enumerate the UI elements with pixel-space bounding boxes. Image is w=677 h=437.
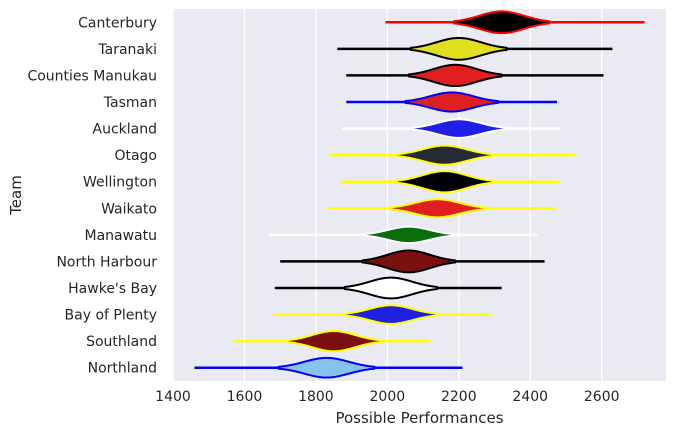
violin-tasman	[346, 91, 558, 113]
y-tick-label: Counties Manukau	[27, 68, 157, 84]
y-tick-label: Waikato	[101, 201, 157, 217]
violin-body	[410, 36, 508, 61]
y-tick-label: Tasman	[103, 95, 157, 111]
y-tick-label: Manawatu	[84, 228, 157, 244]
x-tick-label: 2200	[441, 389, 477, 405]
x-tick-label: 1400	[155, 389, 191, 405]
violin-body	[408, 63, 503, 88]
violin-wellington	[340, 170, 559, 194]
plot-background	[173, 9, 666, 381]
y-tick-label: Wellington	[83, 175, 157, 191]
y-tick-label: Taranaki	[97, 42, 157, 58]
violin-body	[388, 198, 486, 219]
y-tick-label: Otago	[114, 148, 157, 164]
violin-hawke-s-bay	[274, 276, 502, 300]
violin-body	[404, 91, 499, 113]
x-tick-labels: 1400 1600 1800 2000 2200 2400 2600	[155, 389, 619, 405]
violin-auckland	[342, 118, 561, 139]
y-axis-label: Team	[7, 175, 25, 216]
violin-body	[343, 304, 439, 325]
violin-manawatu	[269, 225, 538, 245]
violin-body	[286, 330, 381, 353]
violin-body	[453, 10, 551, 35]
y-tick-label: Northland	[88, 361, 157, 377]
x-tick-label: 2400	[512, 389, 548, 405]
violin-body	[278, 356, 376, 379]
violin-canterbury	[385, 10, 645, 35]
y-tick-label: Bay of Plenty	[65, 308, 157, 324]
violin-body	[411, 118, 506, 139]
y-tick-label: Canterbury	[78, 15, 157, 31]
violin-body	[361, 249, 456, 274]
y-tick-label: Auckland	[93, 122, 157, 138]
violin-waikato	[326, 198, 556, 219]
violin-north-harbour	[280, 249, 545, 274]
violin-series	[194, 10, 645, 379]
violin-body	[363, 225, 455, 245]
x-axis-label: Possible Performances	[335, 409, 503, 427]
y-tick-label: North Harbour	[56, 254, 157, 270]
violin-body	[343, 276, 439, 300]
x-tick-label: 1800	[298, 389, 334, 405]
violin-body	[395, 170, 494, 194]
violin-taranaki	[337, 36, 613, 61]
violin-southland	[233, 330, 431, 353]
violin-northland	[194, 356, 463, 379]
x-tick-label: 2000	[370, 389, 406, 405]
violin-otago	[330, 144, 575, 166]
violin-counties-manukau	[346, 63, 604, 88]
y-tick-label: Hawke's Bay	[68, 281, 157, 297]
violin-body	[395, 144, 494, 166]
y-tick-labels: Canterbury Taranaki Counties Manukau Tasman…	[27, 15, 157, 376]
violin-bay-of-plenty	[273, 304, 491, 325]
x-tick-label: 1600	[227, 389, 263, 405]
x-tick-label: 2600	[584, 389, 620, 405]
y-tick-label: Southland	[86, 334, 157, 350]
